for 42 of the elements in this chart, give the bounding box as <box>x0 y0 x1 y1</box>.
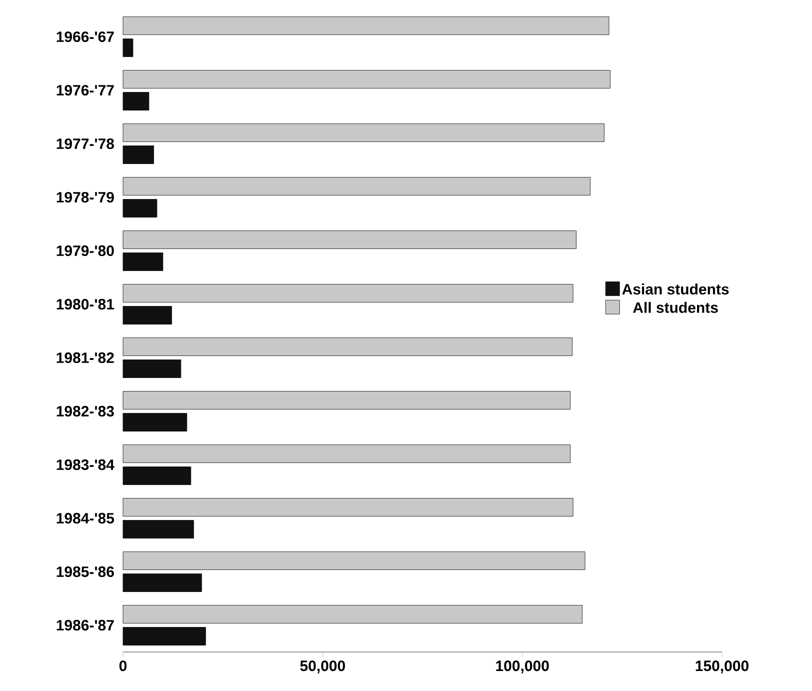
bar <box>122 360 182 378</box>
bar <box>122 627 206 646</box>
bar <box>122 338 572 356</box>
bar <box>122 230 576 249</box>
bar <box>122 498 574 516</box>
y-tick-label: 1978-'79 <box>56 192 114 203</box>
x-tick-label: 0 <box>119 660 127 672</box>
bar <box>122 124 604 142</box>
y-tick-label: 1976-'77 <box>56 84 114 96</box>
bar <box>122 70 610 88</box>
y-tick-label: 1984-'85 <box>56 512 114 524</box>
bar <box>122 574 202 592</box>
y-tick-label: 1982-'83 <box>56 406 114 417</box>
legend-label: All students <box>633 302 718 313</box>
bar <box>122 413 188 432</box>
y-tick-label: 1985-'86 <box>56 566 114 578</box>
y-tick-label: 1983-'84 <box>56 459 114 470</box>
bar <box>122 444 570 463</box>
bar <box>122 520 194 538</box>
bar <box>122 146 154 164</box>
legend-label: Asian students <box>622 284 729 295</box>
bar <box>122 391 570 410</box>
bar <box>122 552 586 570</box>
y-tick-label: 1977-'78 <box>56 138 114 150</box>
bar <box>122 252 164 271</box>
bar <box>122 16 610 35</box>
x-tick-label: 150,000 <box>696 660 748 674</box>
y-tick-label: 1966-'67 <box>56 31 114 42</box>
bar <box>122 199 158 218</box>
bar <box>122 306 172 324</box>
y-tick-label: 1986-'87 <box>56 620 114 631</box>
bar <box>122 177 590 196</box>
y-tick-label: 1979-'80 <box>56 245 114 256</box>
bar <box>122 92 150 110</box>
x-tick-label: 100,000 <box>496 660 549 674</box>
y-tick-label: 1981-'82 <box>56 352 114 364</box>
bar <box>122 38 134 57</box>
y-tick-label: 1980-'81 <box>56 298 114 310</box>
bar <box>122 284 574 302</box>
bar <box>122 605 582 624</box>
x-tick-label: 50,000 <box>300 660 345 674</box>
bar <box>122 466 192 485</box>
